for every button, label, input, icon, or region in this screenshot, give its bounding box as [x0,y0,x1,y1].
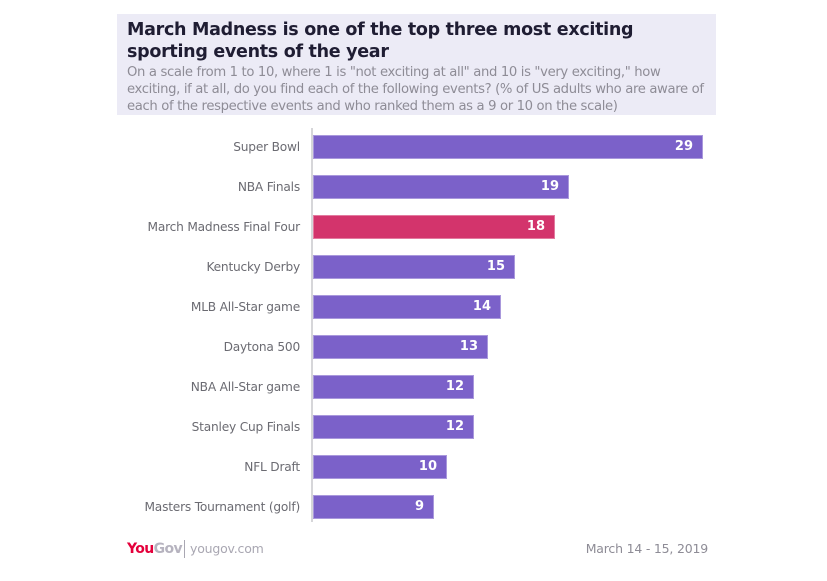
bar-row: NBA Finals 19 [0,175,827,199]
bar: 15 [313,255,515,279]
bar: 14 [313,295,501,319]
bar: 12 [313,415,474,439]
bar: 18 [313,215,555,239]
bar: 29 [313,135,703,159]
chart-title: March Madness is one of the top three mo… [127,20,634,62]
bar-row: Stanley Cup Finals 12 [0,415,827,439]
bar: 13 [313,335,488,359]
bar-row: NBA All-Star game 12 [0,375,827,399]
bar-value-label: 15 [486,259,505,274]
bar-value-label: 10 [418,459,437,474]
logo-gov-text: Gov [153,541,183,557]
category-label: NBA All-Star game [190,380,300,394]
bar-row: Masters Tournament (golf) 9 [0,495,827,519]
category-label: NFL Draft [244,460,300,474]
bar-value-label: 18 [526,219,545,234]
category-label: March Madness Final Four [147,220,301,234]
category-label: Stanley Cup Finals [191,420,301,434]
category-label: MLB All-Star game [190,300,300,314]
bar-row: MLB All-Star game 14 [0,295,827,319]
bar: 12 [313,375,474,399]
logo-you-text: You [127,541,154,557]
bar-value-label: 14 [472,299,491,314]
bar-row: March Madness Final Four 18 [0,215,827,239]
bar-value-label: 29 [674,139,693,154]
bar: 9 [313,495,434,519]
chart-header: March Madness is one of the top three mo… [117,14,716,115]
bar-row: Daytona 500 13 [0,335,827,359]
yougov-logo: YouGov [127,541,183,557]
bar-value-label: 12 [445,419,464,434]
survey-date: March 14 - 15, 2019 [585,541,709,556]
category-label: Masters Tournament (golf) [144,500,300,514]
category-label: Super Bowl [233,140,300,154]
chart-subtitle: On a scale from 1 to 10, where 1 is "not… [127,65,704,114]
bar-row: NFL Draft 10 [0,455,827,479]
category-label: NBA Finals [237,180,300,194]
bar-value-label: 19 [540,179,559,194]
bar-value-label: 13 [459,339,478,354]
category-label: Kentucky Derby [206,260,300,274]
bar: 10 [313,455,447,479]
category-label: Daytona 500 [223,340,301,354]
bar-row: Super Bowl 29 [0,135,827,159]
bar-value-label: 12 [445,379,464,394]
y-axis-line [311,128,313,522]
bar-value-label: 9 [414,499,424,514]
footer-url: yougov.com [190,541,264,556]
bar: 19 [313,175,569,199]
footer-divider [184,540,185,558]
bar-row: Kentucky Derby 15 [0,255,827,279]
